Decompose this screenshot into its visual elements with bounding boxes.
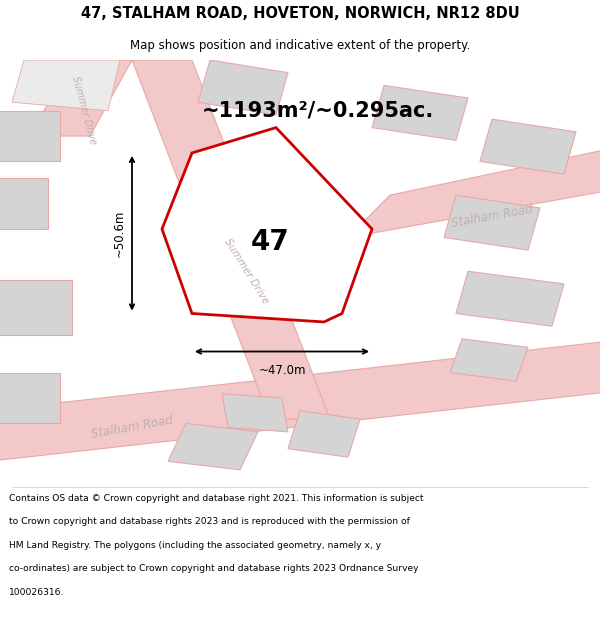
Text: ~50.6m: ~50.6m bbox=[113, 209, 126, 257]
Text: Summer Drive: Summer Drive bbox=[70, 76, 98, 146]
Text: co-ordinates) are subject to Crown copyright and database rights 2023 Ordnance S: co-ordinates) are subject to Crown copyr… bbox=[9, 564, 419, 574]
Text: 100026316.: 100026316. bbox=[9, 588, 64, 597]
Polygon shape bbox=[162, 127, 372, 322]
Text: Stalham Road: Stalham Road bbox=[90, 414, 174, 441]
Polygon shape bbox=[0, 339, 600, 461]
Text: HM Land Registry. The polygons (including the associated geometry, namely x, y: HM Land Registry. The polygons (includin… bbox=[9, 541, 381, 550]
Text: ~47.0m: ~47.0m bbox=[258, 364, 306, 378]
Text: Stalham Road: Stalham Road bbox=[450, 202, 534, 230]
Polygon shape bbox=[480, 119, 576, 174]
Polygon shape bbox=[450, 339, 528, 381]
Text: Contains OS data © Crown copyright and database right 2021. This information is : Contains OS data © Crown copyright and d… bbox=[9, 494, 424, 503]
Text: Map shows position and indicative extent of the property.: Map shows position and indicative extent… bbox=[130, 39, 470, 51]
Text: to Crown copyright and database rights 2023 and is reproduced with the permissio: to Crown copyright and database rights 2… bbox=[9, 518, 410, 526]
Polygon shape bbox=[372, 86, 468, 140]
Polygon shape bbox=[30, 60, 132, 136]
Text: ~1193m²/~0.295ac.: ~1193m²/~0.295ac. bbox=[202, 101, 434, 121]
Polygon shape bbox=[288, 411, 360, 457]
Text: Summer Drive: Summer Drive bbox=[222, 237, 270, 306]
Polygon shape bbox=[444, 195, 540, 250]
Polygon shape bbox=[222, 394, 288, 432]
Polygon shape bbox=[348, 144, 600, 238]
Polygon shape bbox=[0, 372, 60, 423]
Polygon shape bbox=[0, 178, 48, 229]
Polygon shape bbox=[456, 271, 564, 326]
Polygon shape bbox=[0, 280, 72, 334]
Polygon shape bbox=[12, 60, 120, 111]
Polygon shape bbox=[132, 60, 330, 419]
Polygon shape bbox=[198, 60, 288, 115]
Text: 47: 47 bbox=[251, 228, 289, 256]
Polygon shape bbox=[168, 423, 258, 470]
Polygon shape bbox=[0, 111, 60, 161]
Text: 47, STALHAM ROAD, HOVETON, NORWICH, NR12 8DU: 47, STALHAM ROAD, HOVETON, NORWICH, NR12… bbox=[80, 6, 520, 21]
